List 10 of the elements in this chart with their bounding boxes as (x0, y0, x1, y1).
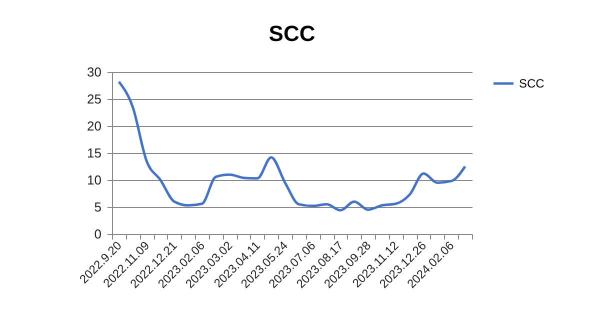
y-tick-label: 0 (94, 226, 102, 242)
legend-label: SCC (519, 76, 545, 90)
y-tick-label: 25 (87, 92, 102, 106)
y-tick-label: 20 (87, 118, 102, 134)
y-tick-label: 30 (87, 64, 102, 80)
chart-title: SCC (268, 21, 316, 46)
line-series (118, 80, 466, 212)
y-tick-label: 15 (87, 146, 102, 160)
y-tick-label: 10 (87, 172, 102, 188)
y-tick-label: 5 (94, 200, 102, 214)
